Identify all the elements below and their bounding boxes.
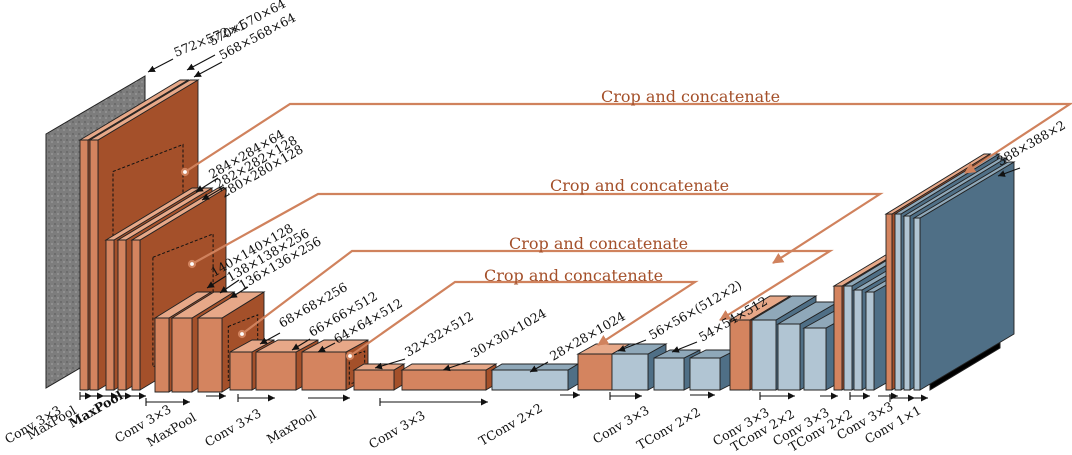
skip-connection-2 bbox=[187, 192, 884, 269]
feature-map-enc-2c-front bbox=[131, 239, 141, 391]
crop-label-2: Crop and concatenate bbox=[550, 176, 729, 195]
skip-connection-4 bbox=[345, 280, 699, 361]
op-label-tconv-1: TConv 2×2 bbox=[476, 400, 545, 448]
dim-label-56x56x512x2: 56×56×(512×2) bbox=[646, 277, 744, 342]
feature-map-dec-3c-front bbox=[853, 289, 863, 391]
feature-map-dec-4d bbox=[912, 161, 1016, 391]
feature-map-dec-4a-front bbox=[885, 213, 893, 391]
feature-map-bottleneck-b-front bbox=[401, 369, 487, 391]
op-label-conv-3: Conv 3×3 bbox=[202, 405, 264, 449]
crop-label-3: Crop and concatenate bbox=[509, 234, 688, 253]
skip-connection-3 bbox=[237, 249, 834, 339]
feature-map-bottleneck-a bbox=[352, 363, 406, 391]
feature-map-bottleneck-a-front bbox=[353, 369, 395, 391]
feature-map-enc-3a-front bbox=[154, 317, 170, 393]
dim-label-30x30x1024: 30×30×1024 bbox=[468, 305, 549, 360]
feature-map-enc-2c-crop-region bbox=[152, 233, 214, 368]
feature-map-dec-4b-front bbox=[894, 213, 902, 391]
dimension-leaders bbox=[147, 54, 1021, 373]
feature-map-enc-4c-front bbox=[301, 351, 347, 391]
feature-map-enc-2b-front bbox=[117, 239, 127, 391]
dim-label-388x388x2: 388×388×2 bbox=[994, 117, 1068, 168]
operation-brackets bbox=[79, 391, 928, 406]
feature-map-dec-1d-front bbox=[689, 357, 721, 391]
feature-map-enc-1a-front bbox=[79, 139, 89, 391]
feature-map-dec-3b-front bbox=[843, 285, 853, 391]
feature-map-bottleneck-c-front bbox=[491, 369, 569, 391]
feature-map-enc-4c-crop-region bbox=[348, 350, 366, 385]
feature-map-enc-2a-front bbox=[105, 239, 115, 391]
op-label-conv-4: Conv 3×3 bbox=[366, 407, 428, 451]
feature-map-dec-4c-front bbox=[903, 215, 911, 391]
feature-map-dec-3a-front bbox=[833, 285, 843, 391]
feature-map-dec-1a-front bbox=[577, 353, 613, 391]
feature-map-dec-4d-front bbox=[913, 217, 921, 391]
feature-map-enc-4b-front bbox=[255, 351, 297, 391]
feature-map-dec-3d-front bbox=[865, 291, 875, 391]
crop-label-1: Crop and concatenate bbox=[601, 87, 780, 106]
feature-map-dec-2c-front bbox=[777, 323, 801, 391]
feature-map-bottleneck-c bbox=[490, 363, 580, 391]
feature-map-dec-1c-front bbox=[653, 357, 685, 391]
skip-connections bbox=[180, 102, 1072, 361]
feature-map-enc-1b-front bbox=[89, 139, 99, 391]
feature-map-bottleneck-b-top bbox=[400, 363, 498, 371]
dim-label-32x32x512: 32×32×512 bbox=[402, 308, 476, 359]
feature-map-enc-4a-front bbox=[229, 351, 253, 391]
skip-connection-1 bbox=[180, 102, 1072, 177]
op-label-maxpool-2: MaxPool bbox=[66, 388, 126, 431]
feature-map-dec-1b-front bbox=[611, 353, 649, 391]
feature-map-enc-3c-front bbox=[197, 317, 223, 393]
feature-map-dec-1d bbox=[689, 349, 737, 391]
feature-map-dec-2a-front bbox=[729, 319, 751, 391]
op-label-maxpool-4: MaxPool bbox=[264, 406, 318, 446]
feature-map-dec-2d-front bbox=[803, 327, 827, 391]
feature-map-enc-3b-front bbox=[171, 317, 193, 393]
crop-label-4: Crop and concatenate bbox=[484, 266, 663, 285]
feature-map-dec-2b-front bbox=[751, 319, 777, 391]
